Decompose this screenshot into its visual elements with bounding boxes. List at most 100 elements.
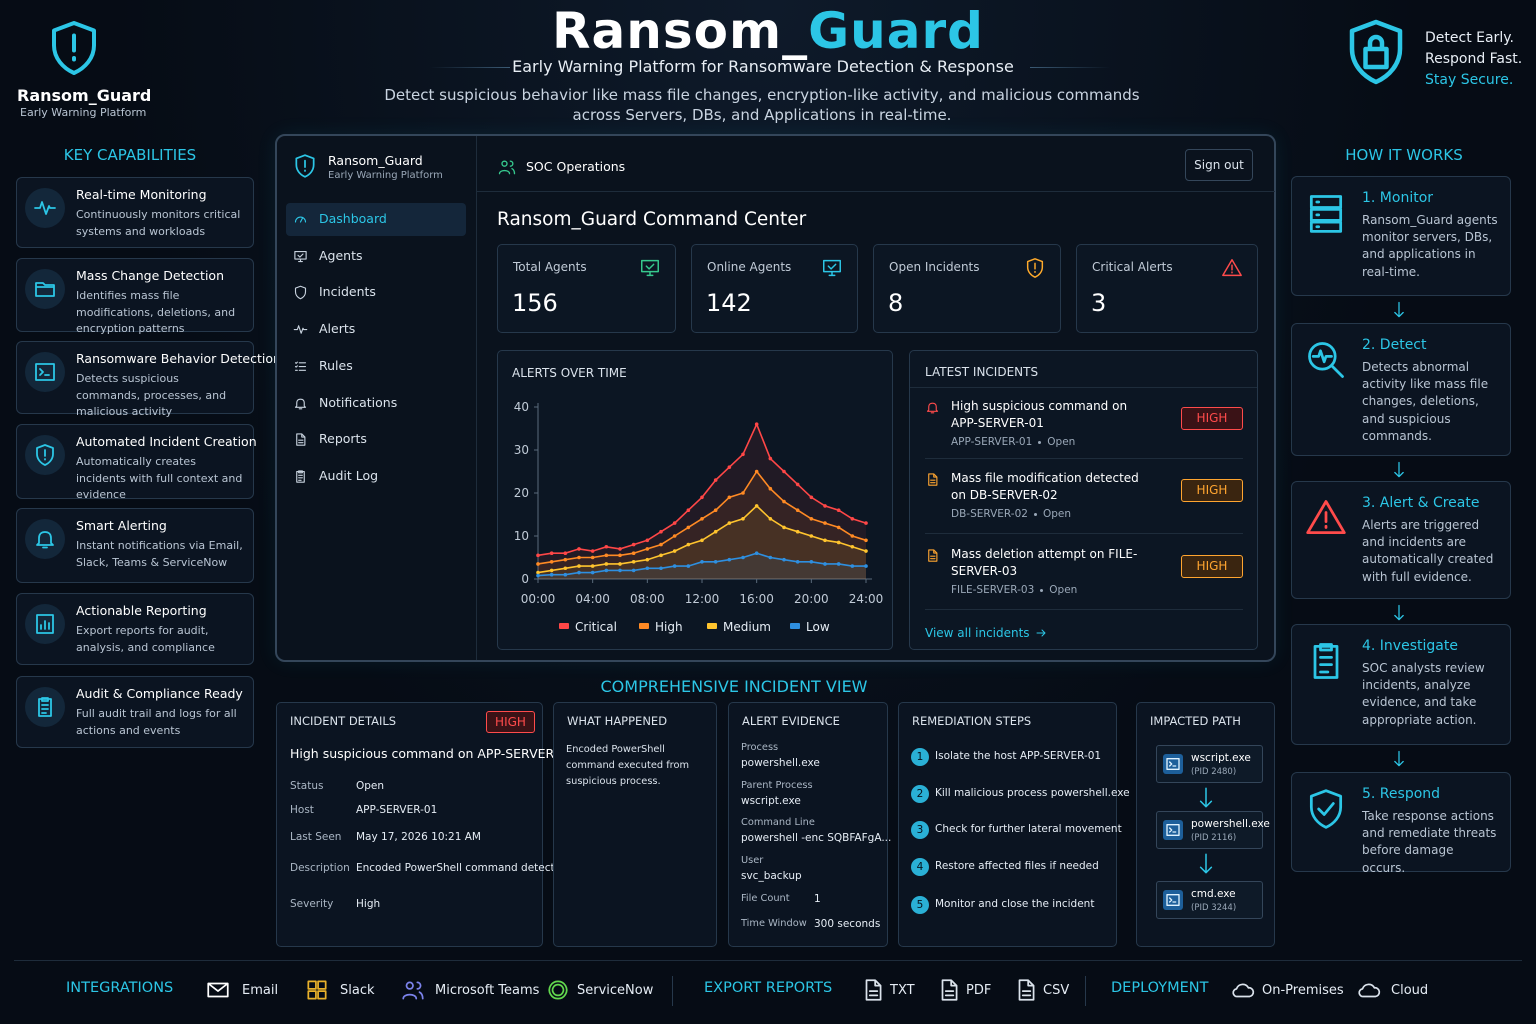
brand-subtitle: Early Warning Platform (20, 106, 147, 119)
data-point (659, 553, 663, 558)
incident-panel: ALERT EVIDENCE Process powershell.exe Paren… (728, 702, 891, 947)
icon (1394, 750, 1404, 767)
data-point (741, 491, 745, 495)
incident-status: Open (1049, 584, 1078, 596)
icon-path (38, 697, 52, 717)
panel-rule (925, 533, 1243, 534)
nav-item[interactable]: Notifications (286, 387, 466, 420)
incidents-panel: LATEST INCIDENTS High suspicious command … (909, 350, 1258, 650)
field-label: Description (290, 862, 350, 874)
data-point (727, 557, 732, 562)
panel-title: LATEST INCIDENTS (925, 365, 1039, 379)
capability-title: Actionable Reporting (76, 603, 207, 618)
step-text: Restore affected files if needed (935, 860, 1099, 872)
data-point (713, 529, 718, 534)
nav-item[interactable]: Rules (286, 350, 466, 383)
icon (35, 363, 55, 381)
icon-path (35, 282, 55, 297)
severity-badge: HIGH (486, 711, 535, 733)
evidence-value: 1 (814, 893, 821, 905)
nav-item[interactable]: Agents (286, 240, 466, 273)
panel-title: REMEDIATION STEPS (912, 714, 1032, 728)
icon (207, 982, 229, 998)
icon (1018, 979, 1035, 1001)
nav-label: Alerts (319, 321, 356, 337)
data-point (754, 551, 759, 555)
step-description: Alerts are triggered and incidents are a… (1362, 518, 1494, 584)
incident-status: Open (1047, 436, 1076, 448)
icon-path (641, 259, 659, 277)
icon (1166, 758, 1180, 770)
icon-path (1036, 629, 1046, 637)
data-point (850, 534, 855, 538)
icon (296, 433, 306, 446)
sign-out-button[interactable]: Sign out (1185, 149, 1253, 181)
nav-label: Audit Log (319, 467, 379, 483)
evidence-label: File Count (741, 893, 790, 904)
icon (1026, 258, 1044, 278)
data-point (672, 549, 677, 553)
footer-item: Email (242, 983, 279, 998)
step-text: Monitor and close the incident (935, 898, 1095, 910)
process-node: powershell.exe (PID 2116) (1156, 811, 1270, 849)
workspace: SOC Operations (526, 159, 626, 174)
icon-path (1166, 758, 1180, 770)
data-point (686, 564, 691, 568)
data-point (563, 557, 568, 562)
step-description: Take response actions and remediate thre… (1362, 809, 1497, 875)
capability-title: Ransomware Behavior Detection (76, 351, 281, 366)
data-point (645, 557, 650, 562)
nav-item[interactable]: Reports (286, 423, 466, 456)
icon-path (1394, 750, 1404, 767)
stat-label: Open Incidents (889, 260, 980, 274)
data-point (741, 517, 745, 521)
icon-path (1394, 461, 1404, 478)
incident-status: Open (1042, 508, 1071, 520)
icon (1036, 629, 1046, 637)
data-point (823, 538, 827, 543)
icon-badge (25, 604, 65, 644)
field-label: Severity (290, 898, 334, 910)
incident-host: FILE-SERVER-03 (951, 584, 1035, 596)
process-icon (1163, 890, 1183, 910)
data-point (631, 560, 636, 564)
chart-title: ALERTS OVER TIME (512, 366, 627, 380)
nav-item[interactable]: Incidents (286, 276, 466, 309)
data-point (836, 562, 841, 566)
incident-title: Mass file modification detected on DB-SE… (951, 471, 1139, 502)
icon-path (36, 444, 54, 466)
x-tick-label: 24:00 (849, 592, 884, 606)
footer-heading: EXPORT REPORTS (704, 980, 833, 996)
nav-item[interactable]: Dashboard (286, 203, 466, 236)
step-title: 2. Detect (1362, 337, 1427, 353)
incident-panel: REMEDIATION STEPS 1 Isolate the host APP-S… (898, 702, 1130, 947)
capability-card: Ransomware Behavior Detection Detects sus… (16, 341, 281, 418)
incident-panel: INCIDENT DETAILS HIGH High suspicious comm… (276, 702, 574, 947)
stat-label: Online Agents (707, 260, 792, 274)
icon (641, 259, 659, 277)
section-title: HOW IT WORKS (1345, 146, 1463, 164)
data-point (549, 560, 554, 564)
series-area (538, 553, 866, 579)
meta-separator (1033, 512, 1037, 516)
nav-item[interactable]: Alerts (286, 313, 466, 346)
brand-name: Ransom_Guard (17, 86, 152, 105)
data-point (795, 560, 800, 564)
icon (34, 201, 56, 215)
incident-host: APP-SERVER-01 (951, 436, 1033, 448)
icon (1222, 259, 1242, 277)
icon-badge (25, 435, 65, 475)
field-label: Host (290, 804, 314, 816)
data-point (618, 568, 622, 573)
y-tick-label: 30 (514, 443, 529, 457)
icon-path (207, 982, 229, 998)
nav-item[interactable]: Audit Log (286, 460, 466, 493)
link-text: View all incidents (925, 626, 1030, 640)
data-point (809, 534, 814, 538)
icon (926, 402, 939, 414)
stat-value: 156 (512, 289, 558, 317)
panel-title: WHAT HAPPENED (567, 714, 668, 728)
evidence-label: Command Line (741, 817, 815, 828)
view-all-link[interactable]: View all incidents (925, 625, 1047, 640)
icon-path (35, 363, 55, 381)
